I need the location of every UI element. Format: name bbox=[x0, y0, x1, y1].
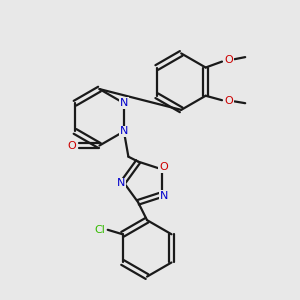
Text: O: O bbox=[159, 162, 168, 172]
Text: N: N bbox=[120, 98, 128, 108]
Text: O: O bbox=[224, 96, 233, 106]
Text: N: N bbox=[160, 191, 169, 201]
Text: O: O bbox=[224, 55, 233, 65]
Text: N: N bbox=[120, 126, 128, 136]
Text: O: O bbox=[68, 140, 76, 151]
Text: Cl: Cl bbox=[94, 225, 105, 235]
Text: N: N bbox=[117, 178, 125, 188]
